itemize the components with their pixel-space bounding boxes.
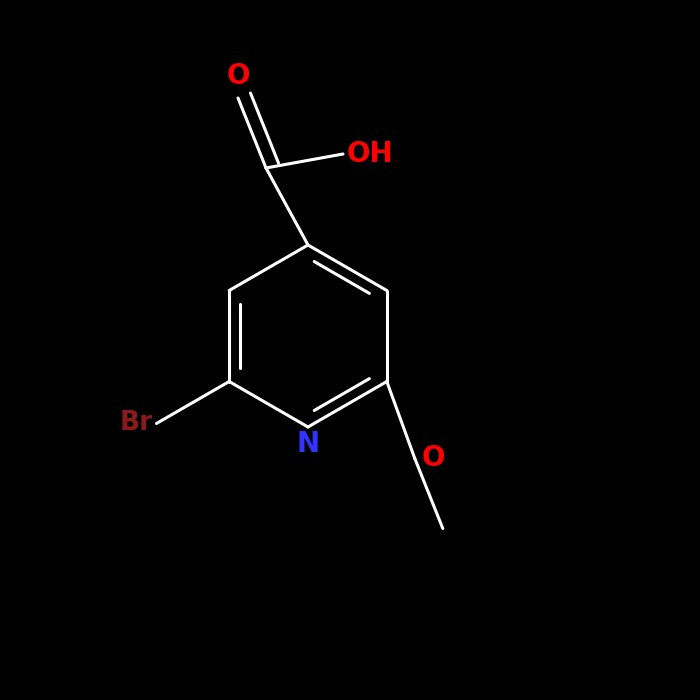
Text: N: N — [296, 430, 320, 458]
Text: O: O — [226, 62, 250, 90]
Text: OH: OH — [346, 140, 393, 168]
Text: O: O — [422, 444, 445, 472]
Text: Br: Br — [120, 410, 153, 437]
